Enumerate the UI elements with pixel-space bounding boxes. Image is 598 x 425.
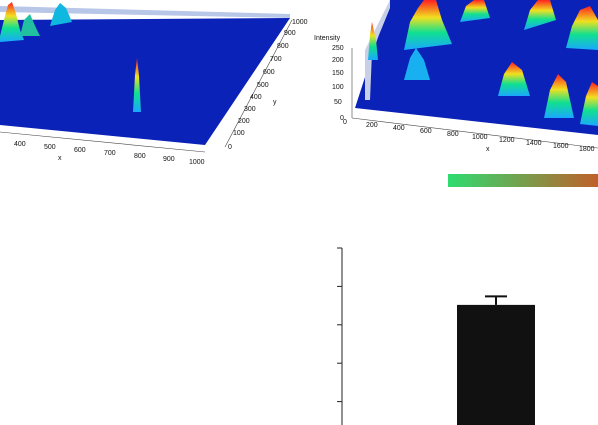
left-surface-peak <box>50 3 72 26</box>
right-surface-peak <box>404 0 452 50</box>
left-y-tick: 800 <box>277 43 289 50</box>
right-x-tick: 0 <box>343 119 347 126</box>
bar <box>457 304 535 425</box>
right-x-tick: 1600 <box>553 143 569 150</box>
left-surface-plane <box>0 18 290 145</box>
right-surface-peak <box>580 82 598 126</box>
right-x-tick: 1800 <box>579 146 595 153</box>
right-x-tick: 800 <box>447 131 459 138</box>
left-y-tick: 0 <box>228 144 232 151</box>
right-surface-peak <box>404 48 430 80</box>
left-y-tick: 200 <box>238 118 250 125</box>
left-y-tick: 600 <box>263 69 275 76</box>
left-x-label: x <box>58 155 62 162</box>
right-x-tick: 1000 <box>472 134 488 141</box>
left-y-tick: 500 <box>257 82 269 89</box>
left-surface-back-edge <box>0 6 290 18</box>
left-x-axis: 400 500 600 700 800 900 1000 x <box>0 131 206 166</box>
right-surface-peak <box>368 22 378 60</box>
right-x-label: x <box>486 146 490 153</box>
right-z-tick: 150 <box>332 70 344 77</box>
left-x-tick: 800 <box>134 153 146 160</box>
right-z-tick: 200 <box>332 57 344 64</box>
left-x-tick: 600 <box>74 147 86 154</box>
left-y-tick: 1000 <box>292 19 308 26</box>
left-surface-peak <box>0 2 24 42</box>
left-surface-peak <box>20 14 40 36</box>
right-x-tick: 1400 <box>526 140 542 147</box>
bar-y-axis <box>337 247 343 425</box>
right-z-tick: 0 <box>340 115 344 122</box>
left-y-tick: 300 <box>244 106 256 113</box>
left-y-tick: 100 <box>233 130 245 137</box>
right-x-tick: 1200 <box>499 137 515 144</box>
right-surface-peak <box>460 0 490 22</box>
left-y-tick: 700 <box>270 56 282 63</box>
left-y-tick: 900 <box>284 30 296 37</box>
right-z-tick: 250 <box>332 45 344 52</box>
left-y-label: y <box>273 99 277 106</box>
left-x-tick: 900 <box>163 156 175 163</box>
right-surface-peak <box>524 0 556 30</box>
right-z-tick: 50 <box>334 99 342 106</box>
right-x-axis: 0 200 400 600 800 1000 1200 1400 1600 18… <box>343 117 598 153</box>
left-y-tick: 400 <box>250 94 262 101</box>
right-z-axis: Intensity 0 50 100 150 200 250 <box>314 35 353 122</box>
left-x-tick: 700 <box>104 150 116 157</box>
left-x-tick: 400 <box>14 141 26 148</box>
right-surface-peak <box>544 74 574 118</box>
right-z-label: Intensity <box>314 35 341 42</box>
left-surface-spike <box>133 58 141 112</box>
left-y-axis: 0 100 200 300 400 500 600 700 800 900 10… <box>224 19 308 151</box>
right-x-tick: 200 <box>366 122 378 129</box>
left-x-tick: 1000 <box>189 159 205 166</box>
right-surface-peak <box>498 62 530 96</box>
right-x-tick: 600 <box>420 128 432 135</box>
right-x-tick: 400 <box>393 125 405 132</box>
left-x-tick: 500 <box>44 144 56 151</box>
colorbar <box>448 174 598 187</box>
right-surface-peak <box>566 6 598 50</box>
right-z-tick: 100 <box>332 84 344 91</box>
